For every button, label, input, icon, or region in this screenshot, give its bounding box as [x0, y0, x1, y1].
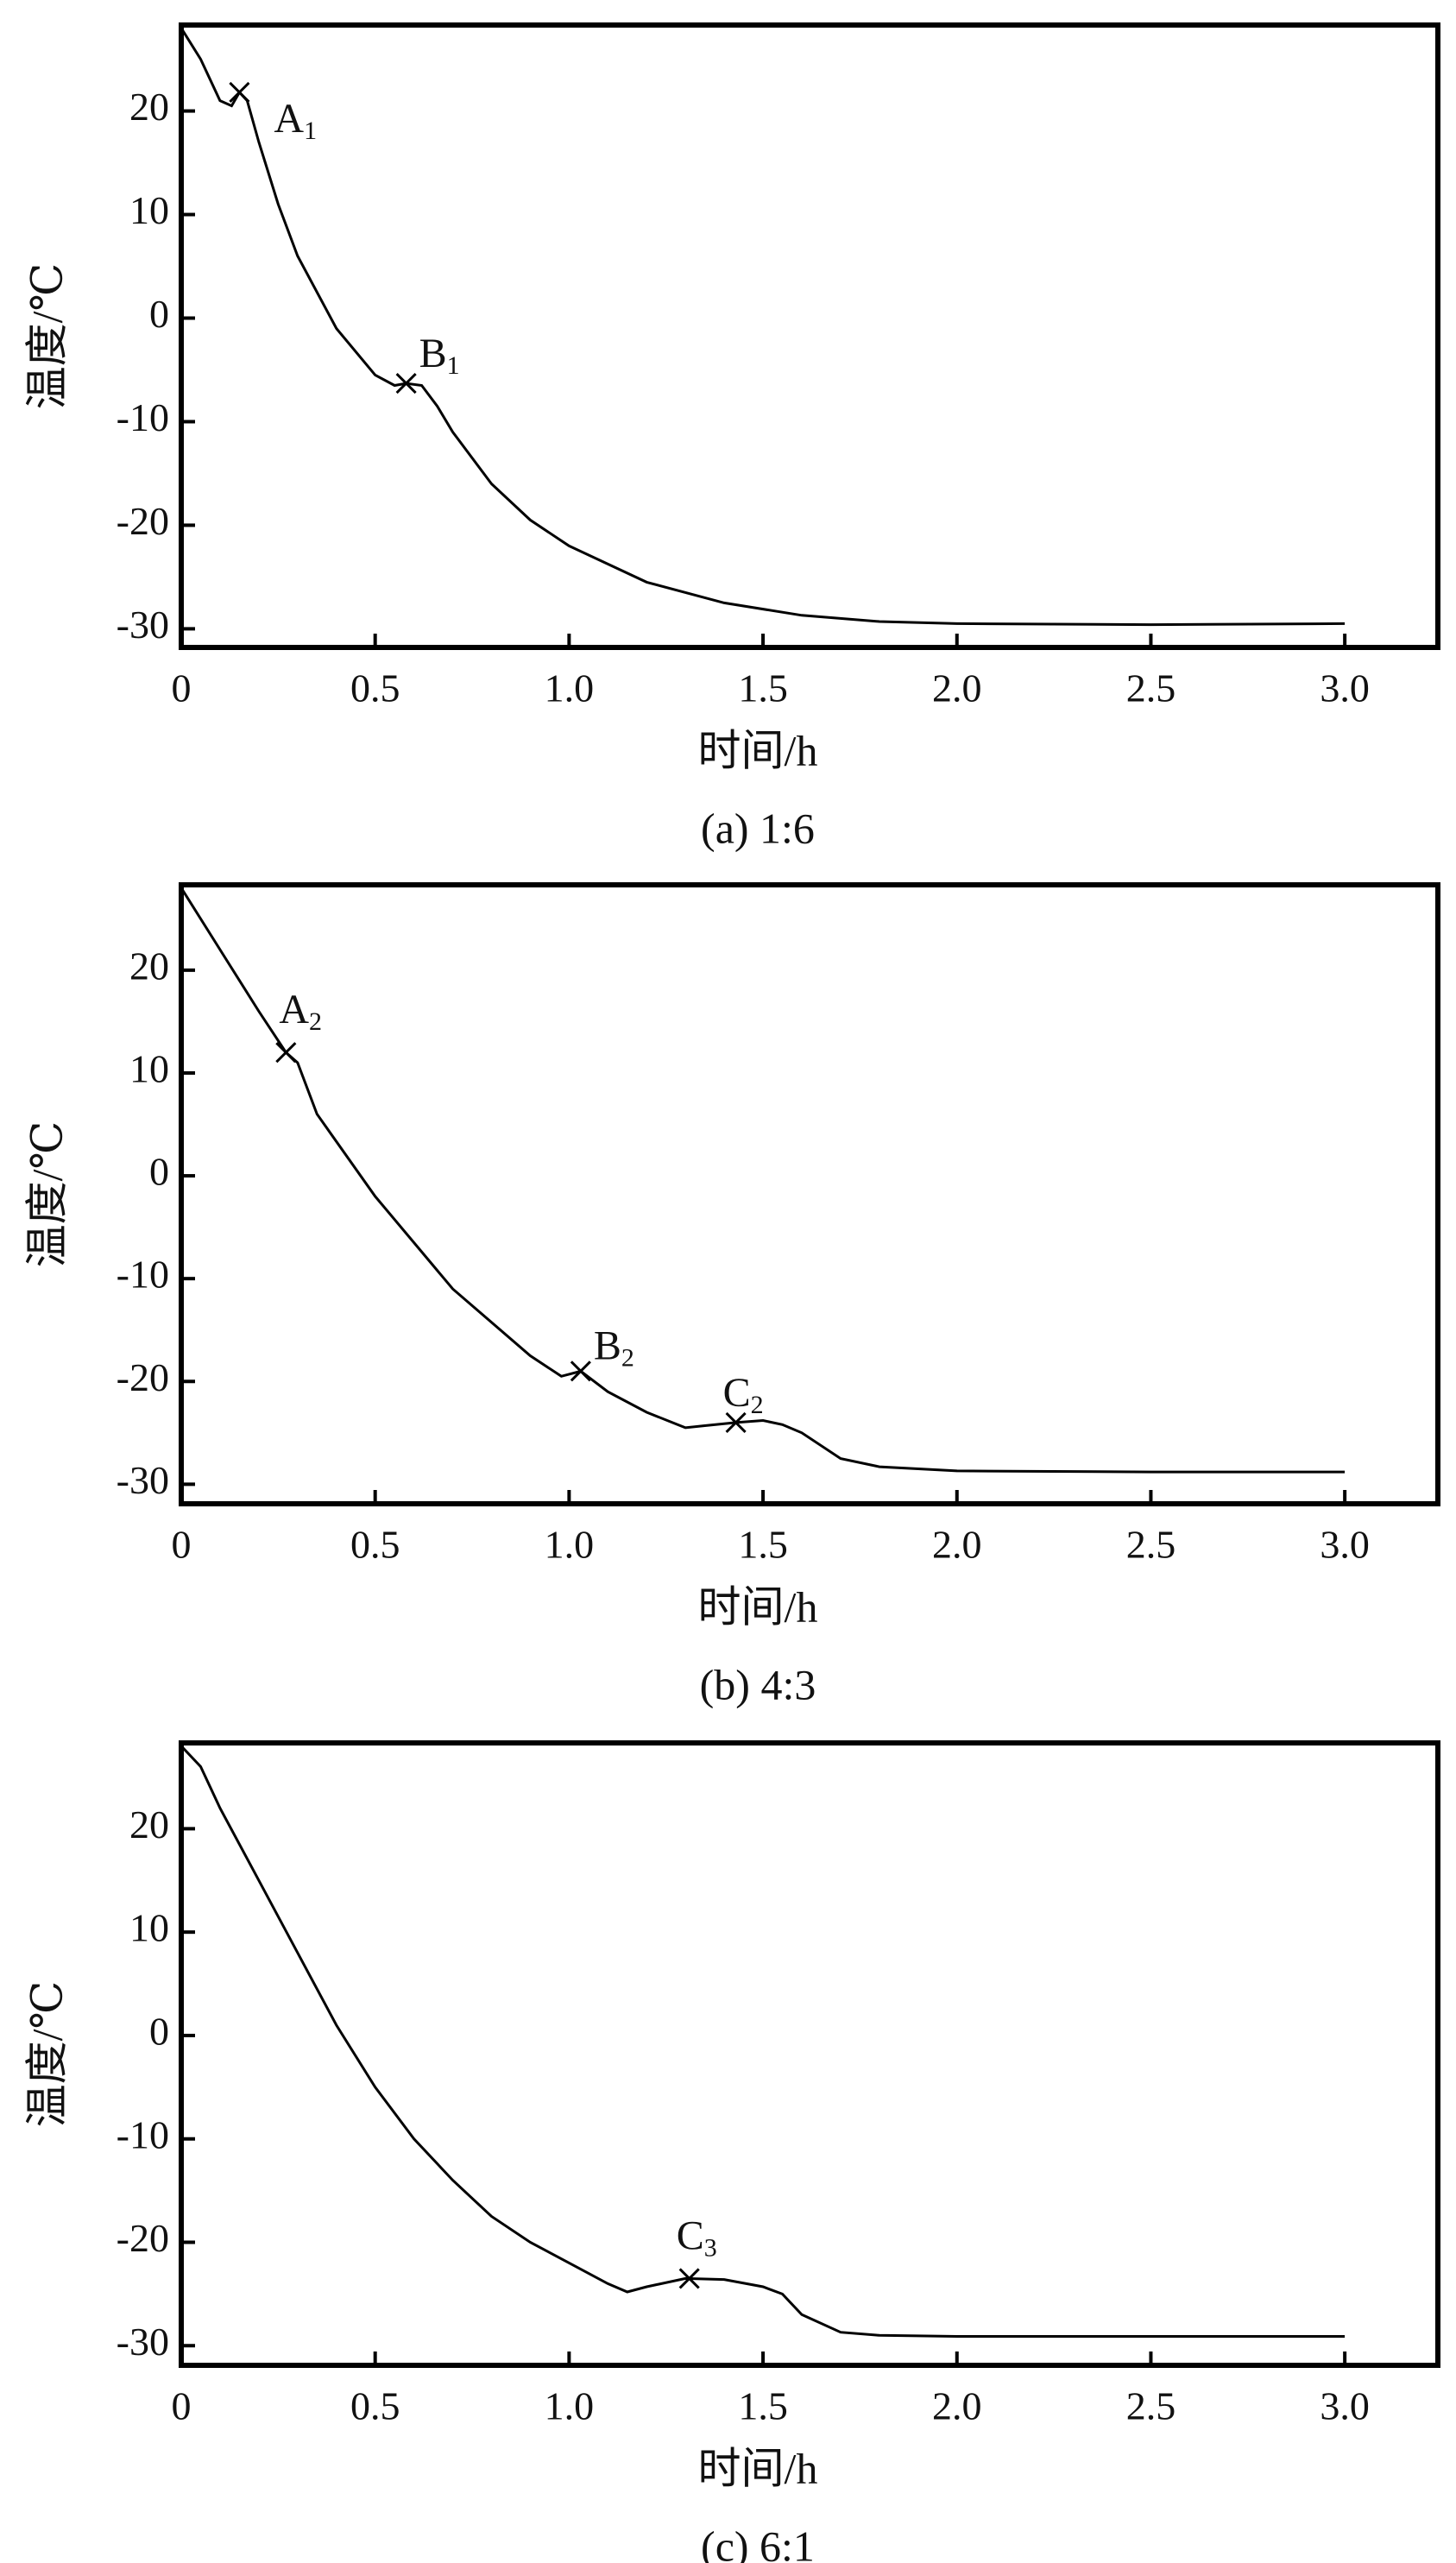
annotation-text: B	[419, 331, 447, 376]
y-tick-label: 20	[129, 1802, 169, 1846]
x-tick-label: 3.0	[1320, 1523, 1370, 1567]
annotation-subscript: 2	[751, 1391, 764, 1419]
y-tick-label: -30	[117, 603, 169, 647]
y-tick-label: -10	[117, 1253, 169, 1297]
x-tick-label: 0.5	[350, 666, 400, 710]
y-tick-label: 10	[129, 188, 169, 232]
x-tick-label: 2.5	[1126, 666, 1176, 710]
y-tick-label: 0	[149, 1150, 169, 1194]
annotation-marker	[395, 373, 417, 395]
y-tick-label: -20	[117, 1355, 169, 1399]
data-line	[180, 1745, 1346, 2338]
x-tick-label: 2.0	[932, 1523, 982, 1567]
x-tick-label: 0	[172, 1523, 192, 1567]
annotation-label: C2	[723, 1370, 764, 1419]
x-tick-label: 3.0	[1320, 2384, 1370, 2428]
annotation-marker	[570, 1360, 591, 1382]
plot-frame	[179, 1740, 1440, 2368]
chart-caption: (c) 6:1	[701, 2522, 815, 2563]
annotation-text: B	[594, 1323, 621, 1368]
x-tick-label: 1.5	[738, 1523, 788, 1567]
annotation-subscript: 3	[704, 2233, 717, 2262]
annotation-label: A1	[274, 96, 317, 145]
y-axis-label: 温度/℃	[22, 263, 71, 410]
y-tick-label: -20	[117, 499, 169, 543]
annotation-label: B2	[594, 1323, 634, 1372]
annotation-marker	[275, 1042, 297, 1064]
annotation-subscript: 1	[447, 351, 460, 380]
annotation-marker	[725, 1411, 747, 1433]
y-tick-label: -10	[117, 2112, 169, 2156]
x-axis-label: 时间/h	[698, 1582, 818, 1631]
annotation-label: C3	[677, 2213, 717, 2262]
y-tick-label: -20	[117, 2216, 169, 2260]
x-tick-label: 2.0	[932, 2384, 982, 2428]
plot-frame	[179, 22, 1440, 650]
annotation-marker	[229, 81, 250, 104]
y-tick-label: 10	[129, 1906, 169, 1950]
y-tick-label: 20	[129, 944, 169, 988]
annotation-subscript: 1	[304, 117, 317, 145]
x-tick-label: 1.5	[738, 2384, 788, 2428]
chart: 0 0.5 1.0 1.5 2.0 2.5 3.0-30-20-1001020A2B2C2时…	[22, 882, 1440, 1708]
y-axis-label: 温度/℃	[22, 1981, 71, 2128]
y-tick-label: -30	[117, 1458, 169, 1502]
y-tick-label: 10	[129, 1047, 169, 1091]
x-tick-label: 2.0	[932, 666, 982, 710]
x-tick-label: 2.5	[1126, 1523, 1176, 1567]
x-tick-label: 0.5	[350, 2384, 400, 2428]
annotation-text: C	[677, 2213, 704, 2258]
chart-caption: (b) 4:3	[700, 1660, 816, 1708]
x-tick-label: 1.0	[545, 1523, 595, 1567]
y-tick-label: 20	[129, 85, 169, 129]
annotation-text: A	[279, 987, 309, 1032]
x-tick-label: 0.5	[350, 1523, 400, 1567]
x-axis-label: 时间/h	[698, 2444, 818, 2492]
annotation-label: A2	[279, 987, 322, 1036]
x-tick-label: 0	[172, 2384, 192, 2428]
x-tick-label: 3.0	[1320, 666, 1370, 710]
x-tick-label: 1.0	[545, 666, 595, 710]
x-tick-label: 2.5	[1126, 2384, 1176, 2428]
plot-frame	[179, 882, 1440, 1506]
data-line	[180, 27, 1346, 627]
x-tick-label: 1.5	[738, 666, 788, 710]
chart-caption: (a) 1:6	[701, 804, 815, 852]
x-tick-label: 1.0	[545, 2384, 595, 2428]
y-axis-label: 温度/℃	[22, 1121, 71, 1268]
chart: 0 0.5 1.0 1.5 2.0 2.5 3.0 -30 -20 -10 0 10 20 C3 时间/h 温…	[22, 1740, 1440, 2563]
annotation-marker	[678, 2268, 700, 2289]
data-line	[180, 887, 1346, 1474]
annotation-subscript: 2	[621, 1343, 634, 1372]
y-tick-label: 0	[149, 2010, 169, 2054]
y-tick-label: -10	[117, 395, 169, 439]
annotation-subscript: 2	[309, 1007, 322, 1036]
annotation-text: A	[274, 96, 304, 142]
annotation-text: C	[723, 1370, 751, 1416]
annotation-label: B1	[419, 331, 460, 380]
y-tick-label: 0	[149, 292, 169, 336]
y-tick-label: -30	[117, 2320, 169, 2364]
x-axis-label: 时间/h	[698, 726, 818, 774]
x-tick-label: 0	[172, 666, 192, 710]
